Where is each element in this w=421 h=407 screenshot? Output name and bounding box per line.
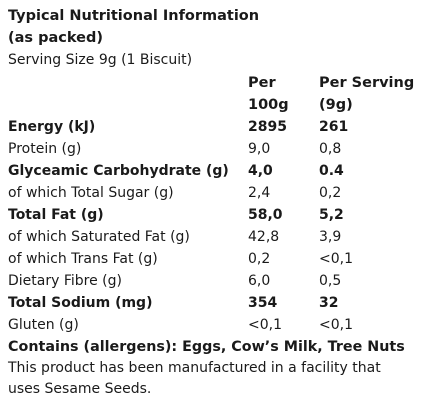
serving-size: Serving Size 9g (1 Biscuit) — [8, 52, 193, 68]
per-100g-header: Per 100g — [248, 72, 289, 116]
column-headers: Per 100g Per Serving (9g) — [8, 72, 418, 116]
nutrient-per-100g: 4,0 — [248, 163, 273, 179]
nutrient-per-100g: 58,0 — [248, 207, 283, 223]
nutrient-per-100g: 6,0 — [248, 273, 271, 289]
nutrient-per-serving: <0,1 — [319, 251, 353, 267]
nutrient-per-serving: 0,2 — [319, 185, 342, 201]
nutrient-label: of which Total Sugar (g) — [8, 185, 174, 201]
per-100g-header-line1: Per — [248, 75, 276, 91]
nutrient-per-serving: 0.4 — [319, 163, 344, 179]
nutrient-label: of which Saturated Fat (g) — [8, 229, 190, 245]
panel-title: Typical Nutritional Information — [8, 8, 260, 24]
per-serving-header: Per Serving (9g) — [319, 72, 414, 116]
nutrient-per-100g: 354 — [248, 295, 278, 311]
nutrient-per-serving: 32 — [319, 295, 339, 311]
facility-note: This product has been manufactured in a … — [8, 360, 381, 397]
allergen-statement: Contains (allergens): Eggs, Cow’s Milk, … — [8, 339, 405, 355]
nutrient-per-100g: 9,0 — [248, 141, 271, 157]
nutrient-label: Gluten (g) — [8, 317, 79, 333]
nutrient-row: Protein (g) 9,0 0,8 — [8, 138, 418, 160]
nutrient-label: Protein (g) — [8, 141, 82, 157]
nutrition-panel: Typical Nutritional Information (as pack… — [8, 5, 418, 400]
nutrient-row: Total Fat (g) 58,0 5,2 — [8, 204, 418, 226]
nutrient-per-100g: 0,2 — [248, 251, 271, 267]
nutrient-label: Total Fat (g) — [8, 207, 104, 223]
nutrient-per-serving: 0,8 — [319, 141, 342, 157]
nutrient-table: Energy (kJ) 2895 261 Protein (g) 9,0 0,8 Gly… — [8, 116, 418, 336]
nutrient-row: Total Sodium (mg) 354 32 — [8, 292, 418, 314]
per-serving-header-line1: Per Serving — [319, 75, 415, 91]
nutrient-row: of which Trans Fat (g) 0,2 <0,1 — [8, 248, 418, 270]
per-100g-header-line2: 100g — [248, 97, 289, 113]
nutrient-label: Energy (kJ) — [8, 119, 96, 135]
per-serving-header-line2: (9g) — [319, 97, 353, 113]
nutrient-per-serving: 5,2 — [319, 207, 344, 223]
nutrient-label: Dietary Fibre (g) — [8, 273, 122, 289]
nutrient-per-100g: <0,1 — [248, 317, 282, 333]
nutrient-label: Total Sodium (mg) — [8, 295, 153, 311]
nutrient-per-100g: 42,8 — [248, 229, 280, 245]
panel-subtitle: (as packed) — [8, 30, 103, 46]
nutrient-row: of which Saturated Fat (g) 42,8 3,9 — [8, 226, 418, 248]
nutrient-per-serving: <0,1 — [319, 317, 353, 333]
nutrient-per-serving: 3,9 — [319, 229, 342, 245]
nutrient-row: Glyceamic Carbohydrate (g) 4,0 0.4 — [8, 160, 418, 182]
nutrient-per-serving: 261 — [319, 119, 349, 135]
nutrient-per-serving: 0,5 — [319, 273, 342, 289]
nutrient-per-100g: 2895 — [248, 119, 287, 135]
nutrient-per-100g: 2,4 — [248, 185, 271, 201]
nutrient-row: of which Total Sugar (g) 2,4 0,2 — [8, 182, 418, 204]
nutrient-row: Dietary Fibre (g) 6,0 0,5 — [8, 270, 418, 292]
nutrient-row: Energy (kJ) 2895 261 — [8, 116, 418, 138]
nutrient-row: Gluten (g) <0,1 <0,1 — [8, 314, 418, 336]
nutrient-label: Glyceamic Carbohydrate (g) — [8, 163, 229, 179]
nutrient-label: of which Trans Fat (g) — [8, 251, 158, 267]
